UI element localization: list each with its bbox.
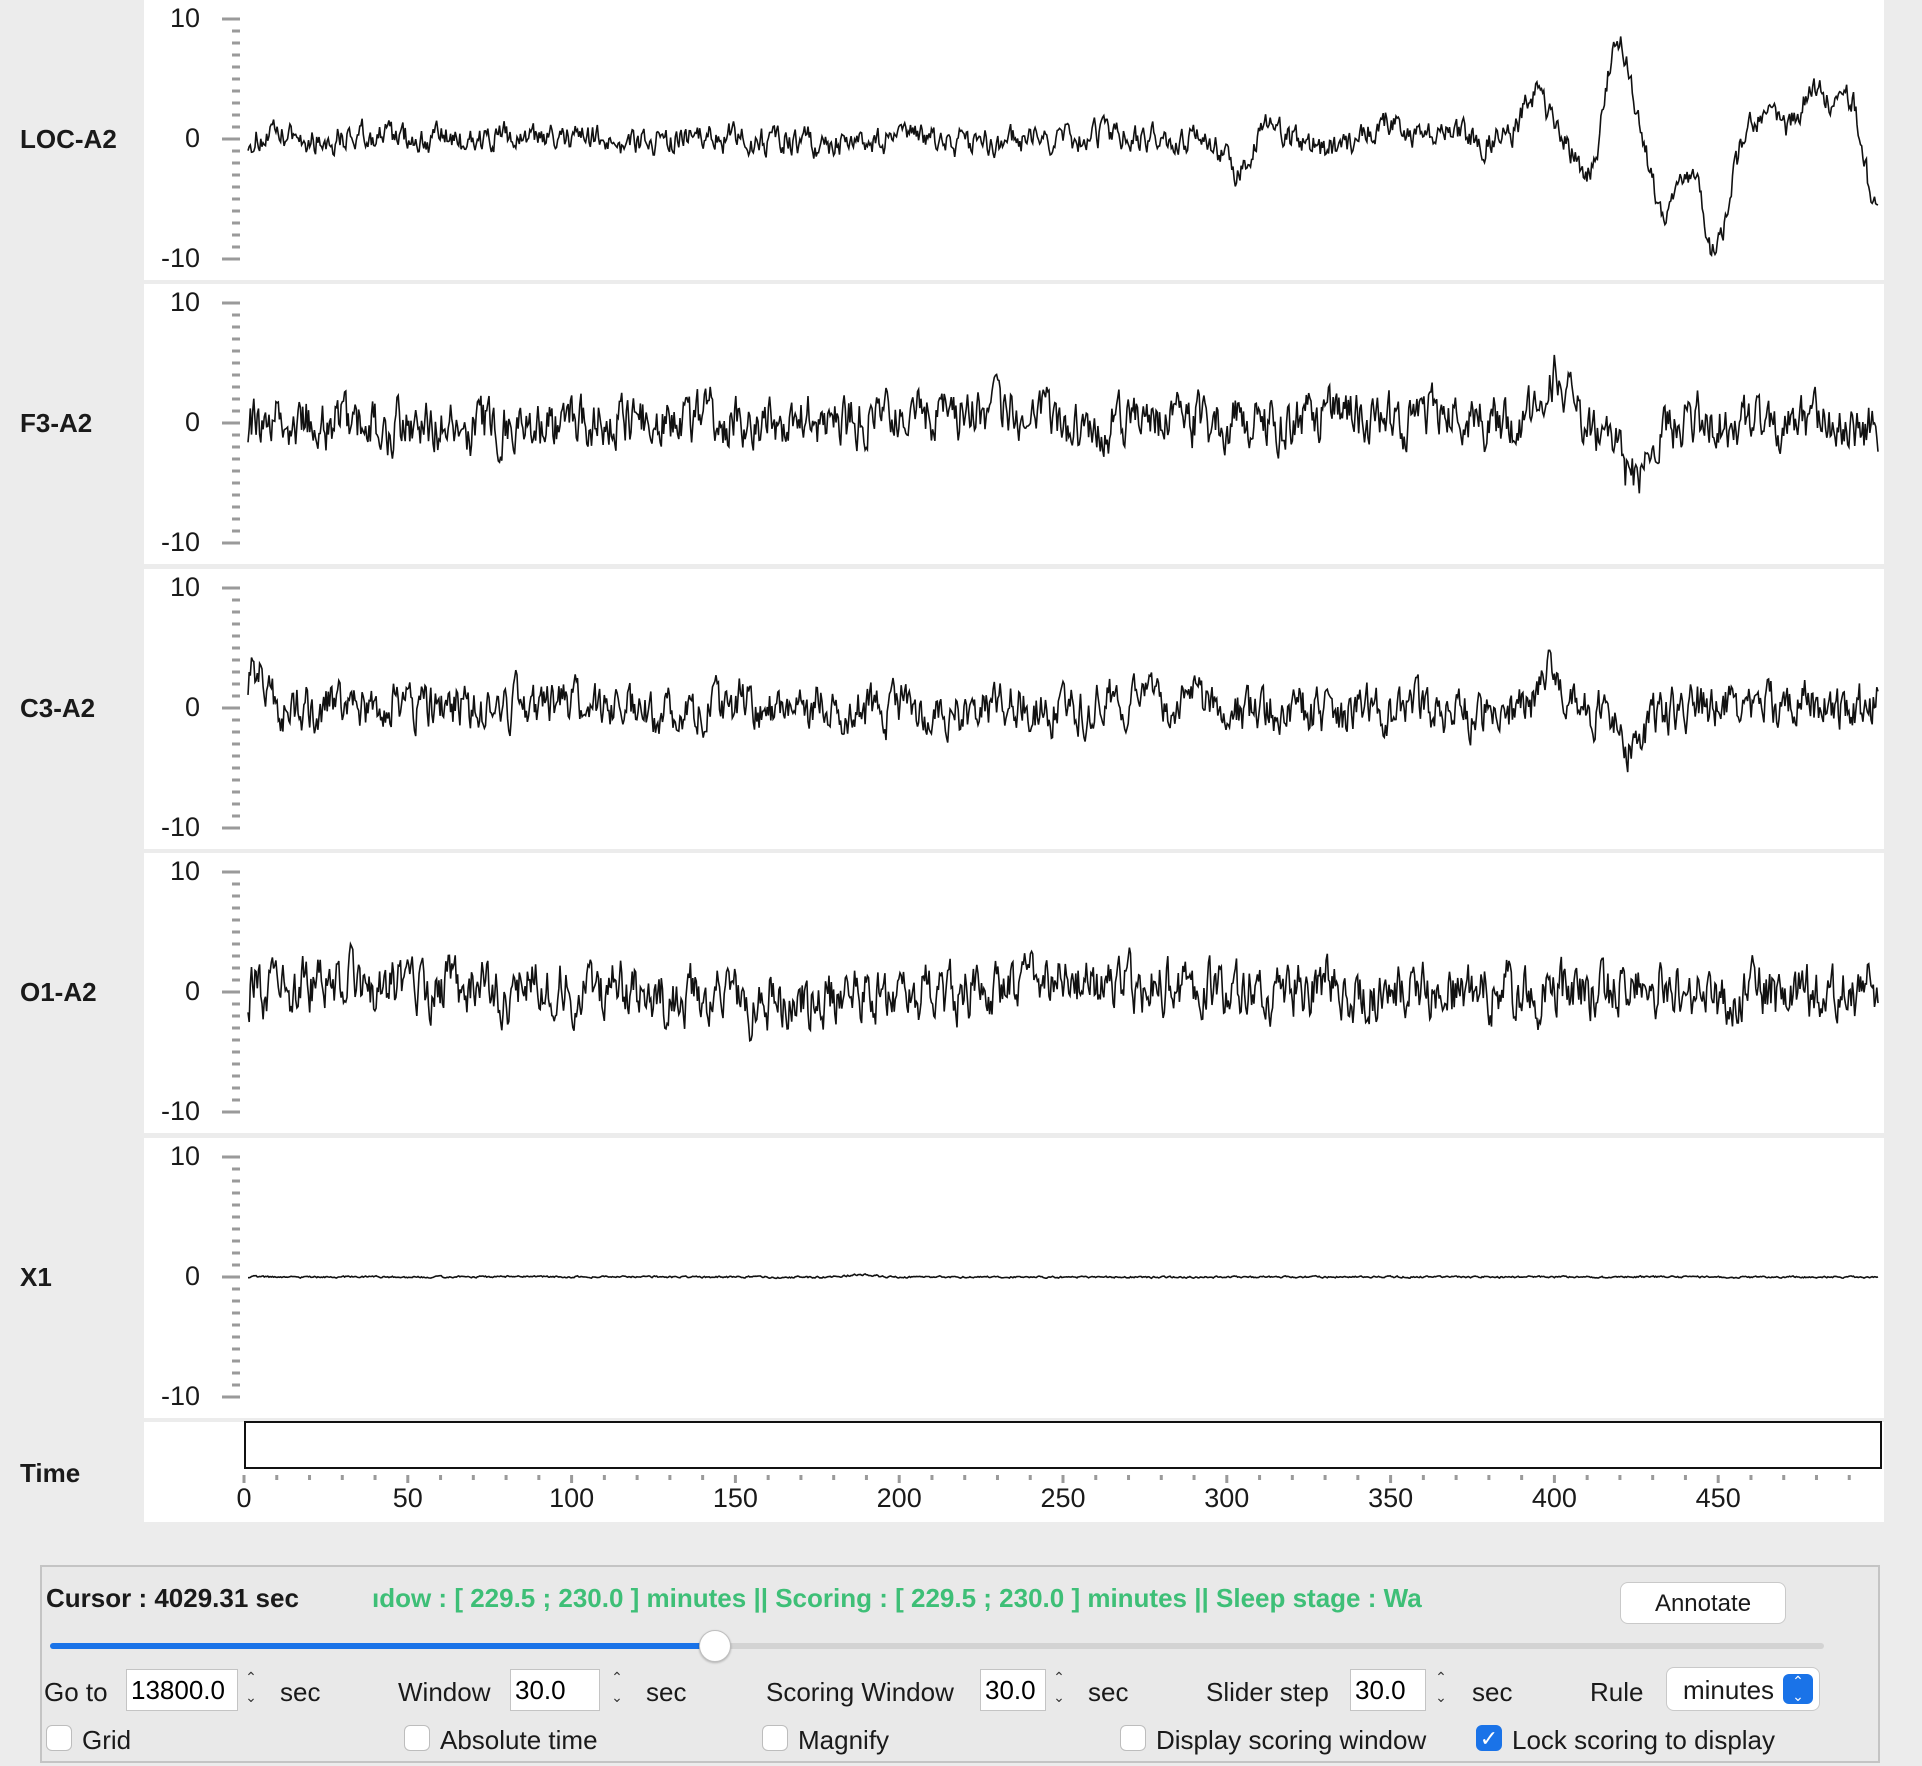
goto-stepper-icon[interactable]: ⌃ ⌄: [245, 1669, 257, 1705]
control-panel: Cursor : 4029.31 sec ıdow : [ 229.5 ; 23…: [40, 1565, 1880, 1763]
channel-label-loc-a2: LOC-A2: [20, 124, 117, 154]
time-tick-label: 200: [876, 1483, 922, 1513]
display-scoring-checkbox-label: Display scoring window: [1156, 1725, 1427, 1755]
time-tick-label: 450: [1695, 1483, 1741, 1513]
time-tick-label: 400: [1531, 1483, 1577, 1513]
goto-unit: sec: [280, 1677, 321, 1707]
window-field[interactable]: [510, 1669, 600, 1711]
annotate-button[interactable]: Annotate: [1620, 1582, 1786, 1624]
slider-knob[interactable]: [699, 1630, 732, 1662]
y-tick-label: -10: [160, 812, 200, 842]
channel-label-c3-a2: C3-A2: [20, 693, 96, 723]
goto-label: Go to: [44, 1677, 108, 1707]
rule-select[interactable]: minutes ⌃ ⌄: [1666, 1667, 1820, 1711]
y-tick-label: 0: [184, 976, 200, 1006]
grid-checkbox-label: Grid: [82, 1725, 132, 1755]
goto-input[interactable]: [131, 1675, 233, 1706]
window-label: Window: [398, 1677, 491, 1707]
scoring-window-input[interactable]: [985, 1675, 1041, 1706]
time-tick-label: 150: [712, 1483, 758, 1513]
grid-checkbox-box[interactable]: [46, 1725, 72, 1751]
slider-step-unit: sec: [1472, 1677, 1513, 1707]
time-axis-label: Time: [20, 1458, 81, 1488]
time-scroll-box[interactable]: [244, 1421, 1882, 1469]
slider-step-stepper-icon[interactable]: ⌃ ⌄: [1435, 1669, 1447, 1705]
time-tick-label: 250: [1040, 1483, 1086, 1513]
magnify-checkbox-box[interactable]: [762, 1725, 788, 1751]
window-unit: sec: [646, 1677, 687, 1707]
slider-step-field[interactable]: [1350, 1669, 1426, 1711]
time-tick-label: 100: [549, 1483, 595, 1513]
y-tick-label: -10: [160, 1381, 200, 1411]
y-tick-label: 10: [169, 3, 200, 33]
trace-o1-a2: [247, 941, 1879, 1042]
time-slider[interactable]: [50, 1630, 1824, 1662]
trace-c3-a2: [247, 649, 1879, 773]
rule-label: Rule: [1590, 1677, 1644, 1707]
channel-label-o1-a2: O1-A2: [20, 977, 97, 1007]
time-tick-label: 350: [1368, 1483, 1414, 1513]
scoring-window-unit: sec: [1088, 1677, 1129, 1707]
chevron-updown-icon: ⌃ ⌄: [1783, 1674, 1813, 1704]
magnify-checkbox-label: Magnify: [798, 1725, 890, 1755]
absolute-time-checkbox-label: Absolute time: [440, 1725, 598, 1755]
scoring-window-stepper-icon[interactable]: ⌃ ⌄: [1053, 1669, 1065, 1705]
y-tick-label: -10: [160, 1096, 200, 1126]
channel-label-f3-a2: F3-A2: [20, 408, 93, 438]
time-tick-label: 300: [1204, 1483, 1250, 1513]
absolute-time-checkbox-box[interactable]: [404, 1725, 430, 1751]
window-input[interactable]: [515, 1675, 595, 1706]
status-info: ıdow : [ 229.5 ; 230.0 ] minutes || Scor…: [372, 1583, 1422, 1613]
trace-loc-a2: [247, 36, 1879, 258]
lock-scoring-checkbox-label: Lock scoring to display: [1512, 1725, 1776, 1755]
window-stepper-icon[interactable]: ⌃ ⌄: [611, 1669, 623, 1705]
goto-field[interactable]: [126, 1669, 238, 1711]
lock-scoring-checkbox-box[interactable]: ✓: [1476, 1725, 1502, 1751]
slider-step-input[interactable]: [1355, 1675, 1421, 1706]
scoring-window-label: Scoring Window: [766, 1677, 954, 1707]
time-tick-label: 50: [392, 1483, 423, 1513]
trace-x1: [248, 1272, 1879, 1280]
y-tick-label: 10: [169, 1141, 200, 1171]
slider-step-label: Slider step: [1206, 1677, 1329, 1707]
y-tick-label: 0: [184, 692, 200, 722]
trace-f3-a2: [247, 354, 1879, 494]
time-tick-label: 0: [236, 1483, 252, 1513]
slider-fill: [50, 1643, 716, 1649]
y-tick-label: 0: [184, 123, 200, 153]
channel-label-x1: X1: [20, 1262, 52, 1292]
scoring-window-field[interactable]: [980, 1669, 1046, 1711]
y-tick-label: -10: [160, 243, 200, 273]
cursor-readout: Cursor : 4029.31 sec: [46, 1583, 299, 1613]
y-tick-label: 10: [169, 287, 200, 317]
display-scoring-checkbox-box[interactable]: [1120, 1725, 1146, 1751]
y-tick-label: 10: [169, 572, 200, 602]
y-tick-label: -10: [160, 527, 200, 557]
eeg-traces: [222, 17, 1879, 1483]
y-tick-label: 0: [184, 407, 200, 437]
y-tick-label: 10: [169, 856, 200, 886]
rule-select-value: minutes: [1683, 1675, 1775, 1705]
y-tick-label: 0: [184, 1261, 200, 1291]
